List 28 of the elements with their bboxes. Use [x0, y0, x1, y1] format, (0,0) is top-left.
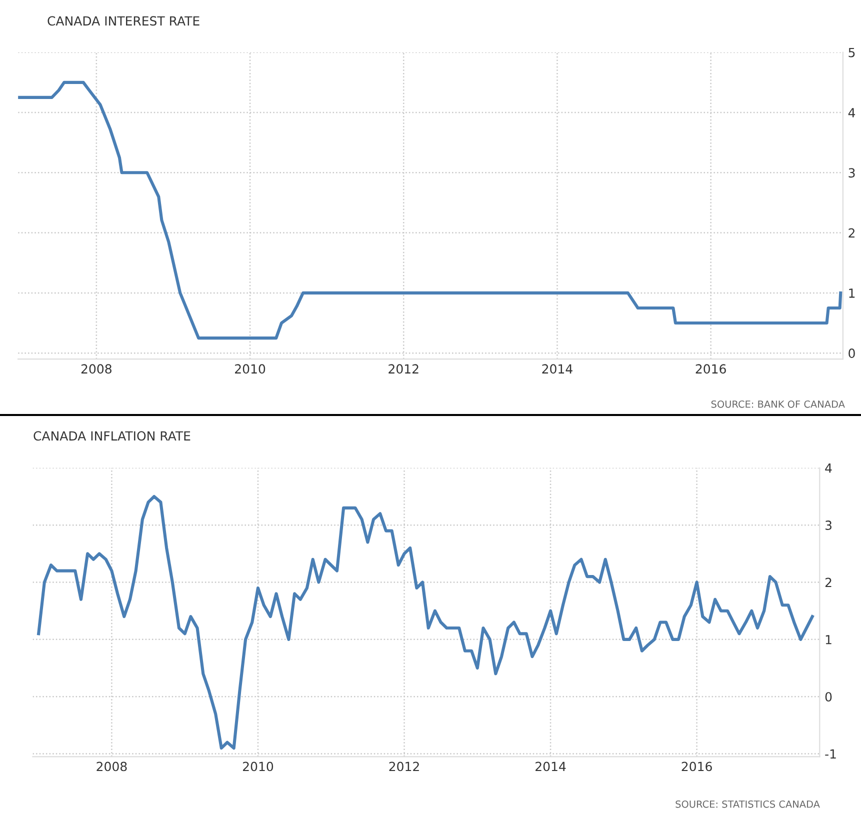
- y-tick-label: 0: [848, 348, 855, 358]
- x-tick-label: 2008: [81, 364, 112, 374]
- y-tick-label: 0: [825, 692, 832, 702]
- x-tick-label: 2016: [696, 364, 726, 374]
- x-tick-label: 2012: [389, 762, 419, 772]
- x-tick-label: 2014: [542, 364, 572, 374]
- x-tick-label: 2010: [235, 364, 266, 374]
- x-tick-label: 2012: [388, 364, 418, 374]
- x-tick-label: 2008: [96, 762, 127, 772]
- x-tick-label: 2014: [536, 762, 566, 772]
- y-tick-label: 1: [826, 635, 832, 644]
- y-tick-label: 1: [849, 288, 855, 298]
- chart-title: CANADA INTEREST RATE: [48, 16, 200, 26]
- y-tick-label: 2: [848, 228, 854, 238]
- line-series: [18, 80, 842, 340]
- source-note: SOURCE: BANK OF CANADA: [711, 400, 845, 408]
- x-tick-label: 2010: [242, 762, 274, 772]
- y-tick-label: 5: [848, 48, 855, 58]
- line-series: [37, 494, 814, 750]
- y-tick-label: 3: [848, 168, 855, 178]
- source-note: SOURCE: STATISTICS CANADA: [676, 800, 820, 808]
- y-tick-label: 2: [825, 578, 832, 588]
- chart-title: CANADA INFLATION RATE: [34, 431, 190, 441]
- y-tick-label: -1: [825, 749, 836, 759]
- y-tick-label: 4: [848, 108, 856, 118]
- x-tick-label: 2016: [682, 762, 712, 772]
- y-tick-label: 3: [825, 520, 832, 530]
- y-tick-label: 4: [825, 464, 832, 473]
